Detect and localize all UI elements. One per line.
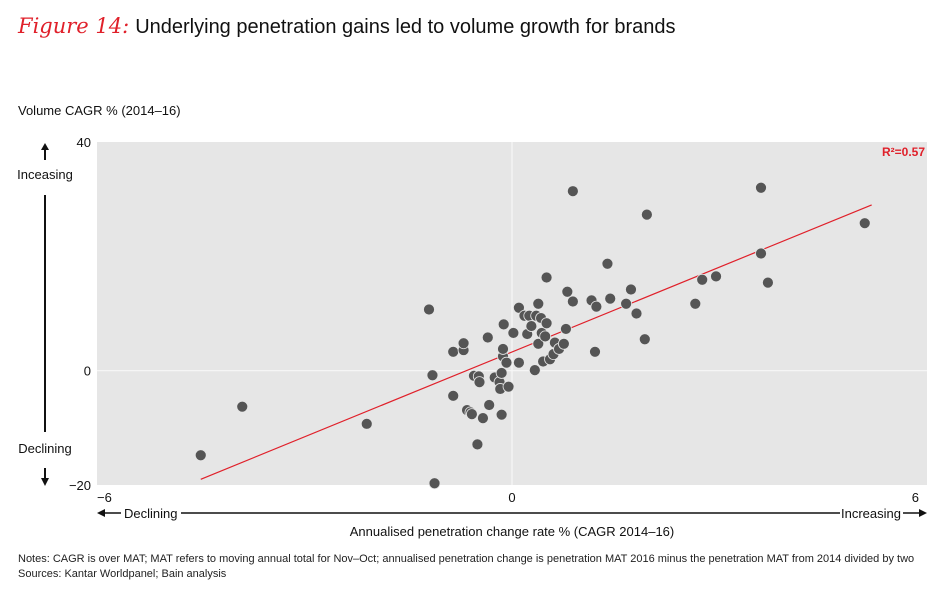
data-point bbox=[640, 208, 653, 221]
y-direction-indicator: Inceasing Declining bbox=[17, 143, 73, 486]
data-point bbox=[540, 317, 553, 330]
data-point bbox=[502, 380, 515, 393]
data-point bbox=[604, 292, 617, 305]
scatter-chart: 40 0 −20 −6 0 6 R²=0.57 Inceasing Declining D… bbox=[17, 135, 927, 539]
data-point bbox=[497, 318, 510, 331]
data-point bbox=[528, 364, 541, 376]
notes-text: Notes: CAGR is over MAT; MAT refers to m… bbox=[18, 553, 915, 565]
y-tick-label: 0 bbox=[84, 364, 91, 379]
data-point bbox=[532, 297, 545, 310]
data-point bbox=[560, 323, 572, 335]
data-point bbox=[638, 333, 651, 346]
sources-text: Sources: Kantar Worldpanel; Bain analysi… bbox=[18, 568, 227, 580]
data-point bbox=[525, 320, 538, 332]
data-point bbox=[539, 330, 552, 343]
data-point bbox=[566, 185, 579, 198]
data-point bbox=[755, 181, 767, 194]
data-point bbox=[513, 301, 525, 314]
x-tick-label: 0 bbox=[508, 490, 515, 505]
data-point bbox=[447, 345, 460, 358]
data-point bbox=[557, 337, 570, 350]
arrow-right-icon bbox=[919, 509, 927, 517]
data-point bbox=[457, 337, 470, 350]
data-point bbox=[507, 327, 520, 339]
y-tick-label: 40 bbox=[77, 135, 91, 150]
data-point bbox=[625, 283, 637, 296]
arrow-up-icon bbox=[41, 143, 49, 150]
y-increasing-label: Inceasing bbox=[17, 167, 73, 182]
data-point bbox=[620, 297, 633, 310]
x-declining-label: Declining bbox=[124, 506, 177, 521]
figure-title: Figure 14: Underlying penetration gains l… bbox=[18, 14, 676, 39]
data-point bbox=[500, 356, 513, 369]
data-point bbox=[589, 345, 601, 358]
data-point bbox=[360, 417, 373, 430]
data-point bbox=[755, 247, 767, 260]
data-point bbox=[481, 331, 494, 344]
x-tick-label: 6 bbox=[912, 490, 919, 505]
arrow-left-icon bbox=[97, 509, 105, 517]
data-point bbox=[601, 257, 614, 270]
data-point bbox=[497, 343, 509, 355]
data-point bbox=[495, 367, 508, 379]
figure-title-text: Underlying penetration gains led to volu… bbox=[135, 16, 676, 38]
x-direction-indicator: Declining Increasing bbox=[97, 506, 927, 521]
x-axis-title: Annualised penetration change rate % (CA… bbox=[350, 524, 675, 539]
data-point bbox=[426, 369, 439, 382]
data-point bbox=[471, 438, 484, 451]
y-axis-title: Volume CAGR % (2014–16) bbox=[18, 103, 181, 118]
data-point bbox=[477, 412, 489, 425]
data-point bbox=[513, 356, 525, 369]
footnotes: Notes: CAGR is over MAT; MAT refers to m… bbox=[18, 552, 928, 582]
y-declining-label: Declining bbox=[18, 441, 71, 456]
arrow-down-icon bbox=[41, 478, 49, 486]
data-point bbox=[696, 273, 709, 286]
data-point bbox=[630, 307, 643, 320]
data-point bbox=[423, 303, 435, 316]
y-tick-label: −20 bbox=[69, 478, 91, 493]
figure-label: Figure 14: bbox=[18, 14, 130, 38]
x-tick-label: −6 bbox=[97, 490, 112, 505]
data-point bbox=[689, 297, 702, 310]
data-point bbox=[858, 217, 871, 230]
data-point bbox=[428, 477, 441, 490]
data-point bbox=[532, 337, 545, 350]
data-point bbox=[483, 399, 496, 411]
data-point bbox=[447, 389, 460, 402]
data-point bbox=[473, 376, 486, 389]
data-point bbox=[236, 400, 249, 413]
x-increasing-label: Increasing bbox=[841, 506, 901, 521]
data-point bbox=[590, 300, 603, 313]
data-point bbox=[561, 285, 574, 298]
data-point bbox=[566, 295, 579, 308]
data-point bbox=[495, 408, 508, 421]
r-squared-annotation: R²=0.57 bbox=[882, 145, 925, 159]
data-point bbox=[540, 271, 553, 284]
data-point bbox=[710, 270, 722, 283]
data-point bbox=[465, 408, 478, 421]
data-point bbox=[762, 276, 774, 289]
data-point bbox=[194, 449, 207, 462]
